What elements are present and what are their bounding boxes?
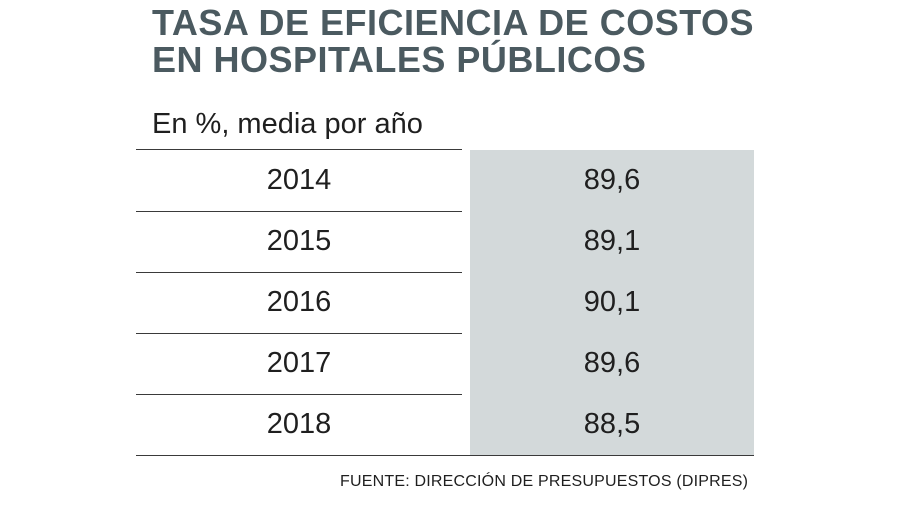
chart-subtitle: En %, media por año	[152, 108, 423, 140]
year-cell: 2014	[266, 164, 332, 196]
row-divider	[136, 333, 462, 334]
value-cell: 89,6	[470, 150, 754, 211]
row-divider	[136, 394, 462, 395]
year-cell: 2015	[266, 225, 332, 257]
chart-title-line-2: EN HOSPITALES PÚBLICOS	[152, 39, 647, 80]
value-cell: 89,1	[470, 211, 754, 272]
table-row: 2014 89,6	[136, 150, 754, 211]
chart-title: TASA DE EFICIENCIA DE COSTOS EN HOSPITAL…	[152, 4, 754, 78]
source-note: FUENTE: DIRECCIÓN DE PRESUPUESTOS (DIPRE…	[340, 473, 749, 490]
value-cell: 90,1	[470, 272, 754, 333]
table-row: 2015 89,1	[136, 211, 754, 272]
row-divider	[136, 272, 462, 273]
value-cell: 88,5	[470, 394, 754, 455]
table-top-rule	[136, 149, 462, 150]
value-cell: 89,6	[470, 333, 754, 394]
table-bottom-rule	[136, 455, 754, 456]
chart-title-line-1: TASA DE EFICIENCIA DE COSTOS	[152, 2, 755, 43]
table-row: 2017 89,6	[136, 333, 754, 394]
year-cell: 2016	[266, 286, 332, 318]
table-row: 2016 90,1	[136, 272, 754, 333]
year-cell: 2018	[266, 408, 332, 440]
table-row: 2018 88,5	[136, 394, 754, 455]
row-divider	[136, 211, 462, 212]
year-cell: 2017	[266, 347, 332, 379]
data-table: 2014 89,6 2015 89,1 2016 90,1 2017 89,6 2018 88,5	[136, 149, 754, 456]
